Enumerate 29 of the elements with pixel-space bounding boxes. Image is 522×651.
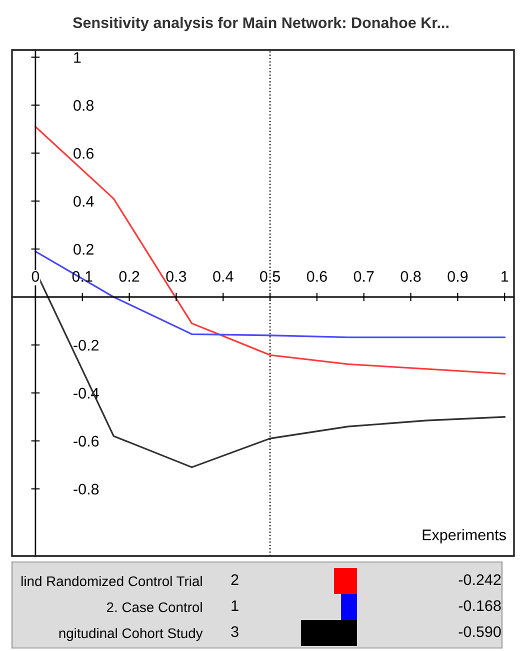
x-tick-label: 0.3	[166, 271, 186, 282]
x-tick-label: 0.2	[119, 271, 140, 282]
x-tick-label: 0.9	[448, 271, 468, 282]
y-tick-label: lind Randomized Control Trial	[22, 576, 202, 586]
x-tick-label: 0	[32, 271, 40, 282]
y-tick-label: -0.6	[74, 436, 99, 447]
x-axis-title: Experiments	[422, 529, 506, 544]
text: 2	[231, 574, 238, 585]
y-tick-label: 2. Case Control	[106, 602, 202, 612]
y-tick-label: 0.4	[74, 196, 94, 207]
y-tick-label: -0.8	[74, 484, 99, 495]
text: 1	[232, 600, 238, 611]
x-tick-label: 0.7	[354, 271, 374, 282]
chart-title: Sensitivity analysis for Main Network: Donahoe Kr...	[72, 16, 448, 32]
x-tick-label: 0.5	[260, 271, 280, 282]
x-tick-label: 0.4	[213, 271, 234, 282]
y-tick-label: 0.6	[74, 148, 94, 159]
text: 3	[231, 626, 238, 638]
y-tick-label: 1	[74, 52, 81, 63]
y-tick-label: 0.2	[74, 244, 94, 255]
data-label: -0.168	[458, 600, 501, 612]
data-label: -0.590	[458, 626, 501, 638]
x-tick-label: 1	[502, 271, 508, 282]
y-tick-label: ngitudinal Cohort Study	[59, 628, 203, 641]
data-label: -0.242	[458, 574, 501, 586]
y-tick-label: -0.2	[74, 340, 99, 351]
y-tick-label: 0.8	[74, 100, 94, 111]
x-tick-label: 0.8	[400, 271, 421, 282]
x-tick-label: 0.6	[306, 271, 327, 282]
